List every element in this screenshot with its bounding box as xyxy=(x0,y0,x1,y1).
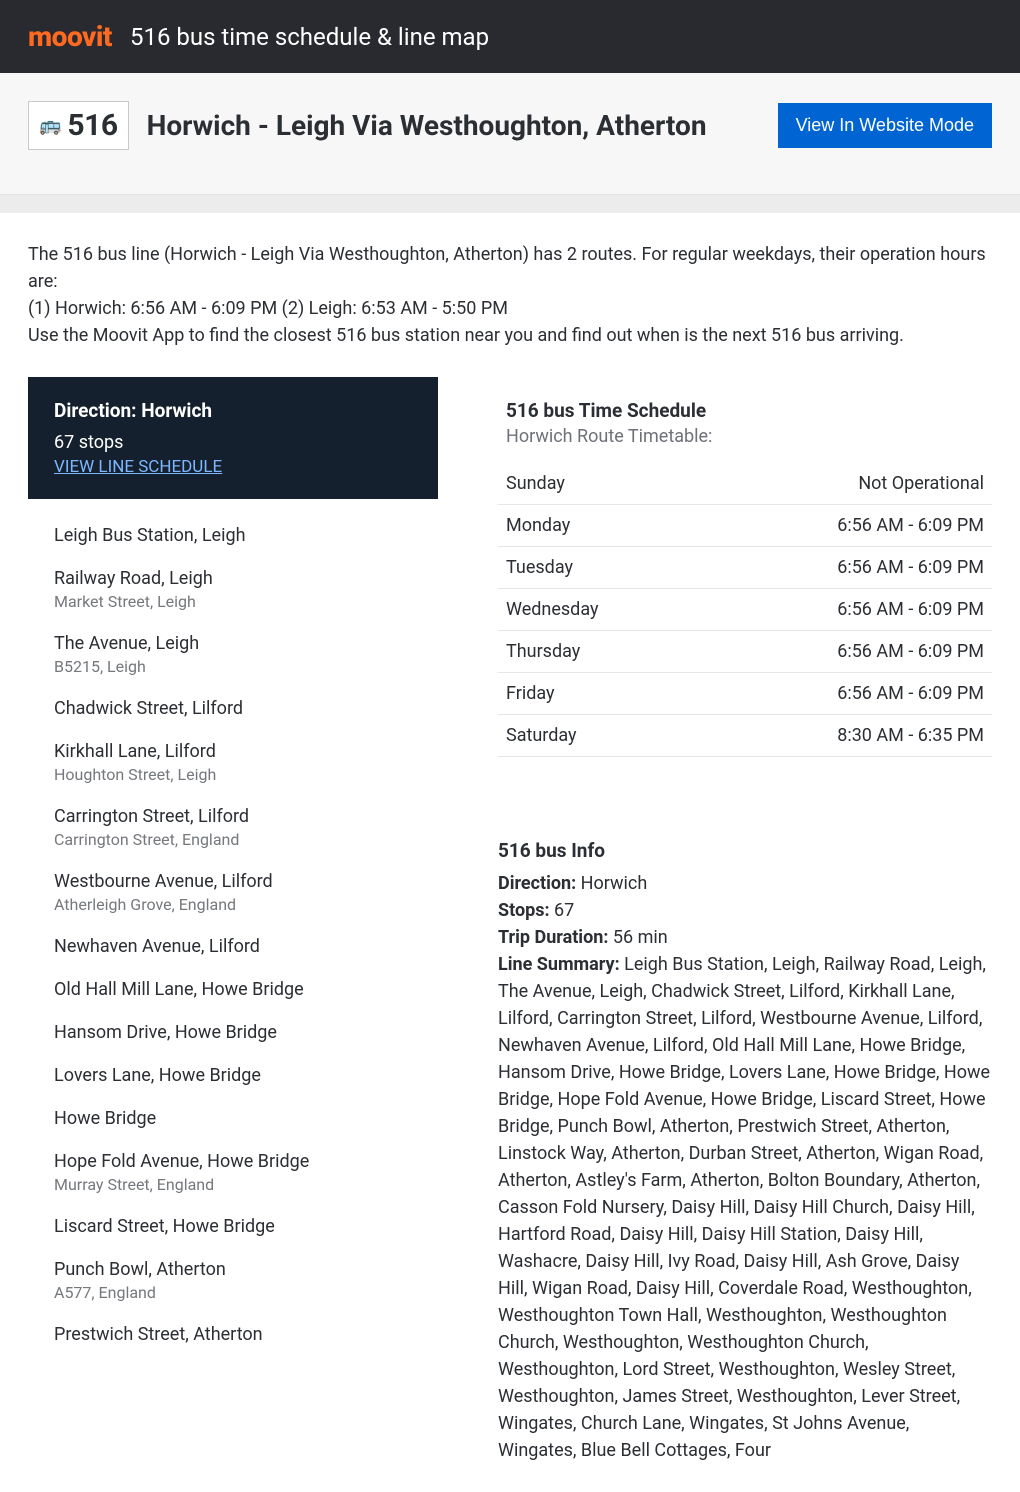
stop-item: Newhaven Avenue, Lilford xyxy=(54,936,412,957)
view-line-schedule-link[interactable]: VIEW LINE SCHEDULE xyxy=(54,457,222,477)
stop-item: Hansom Drive, Howe Bridge xyxy=(54,1022,412,1043)
schedule-hours: 6:56 AM - 6:09 PM xyxy=(696,547,992,589)
stop-name: Liscard Street, Howe Bridge xyxy=(54,1216,412,1237)
stop-item: Hope Fold Avenue, Howe Bridge Murray Stre… xyxy=(54,1151,412,1194)
stop-name: The Avenue, Leigh xyxy=(54,633,412,654)
content-columns: Direction: Horwich 67 stops VIEW LINE SC… xyxy=(0,377,1020,1492)
stop-item: Leigh Bus Station, Leigh xyxy=(54,525,412,546)
direction-title: Direction: Horwich xyxy=(54,399,412,422)
topbar: moovit 516 bus time schedule & line map xyxy=(0,0,1020,73)
schedule-title: 516 bus Time Schedule xyxy=(498,399,992,422)
direction-stop-count: 67 stops xyxy=(54,432,412,453)
bus-info-card: 516 bus Info Direction: Horwich Stops: 6… xyxy=(498,839,992,1464)
stop-name: Carrington Street, Lilford xyxy=(54,806,412,827)
schedule-card: 516 bus Time Schedule Horwich Route Time… xyxy=(498,377,992,779)
table-row: Tuesday6:56 AM - 6:09 PM xyxy=(498,547,992,589)
stop-sub: Murray Street, England xyxy=(54,1175,412,1194)
schedule-hours: 8:30 AM - 6:35 PM xyxy=(696,715,992,757)
table-row: Friday6:56 AM - 6:09 PM xyxy=(498,673,992,715)
stop-sub: Carrington Street, England xyxy=(54,830,412,849)
stop-name: Kirkhall Lane, Lilford xyxy=(54,741,412,762)
stop-name: Leigh Bus Station, Leigh xyxy=(54,525,412,546)
info-direction-label: Direction: xyxy=(498,873,576,894)
right-column: 516 bus Time Schedule Horwich Route Time… xyxy=(498,377,992,1464)
table-row: Monday6:56 AM - 6:09 PM xyxy=(498,505,992,547)
table-row: Thursday6:56 AM - 6:09 PM xyxy=(498,631,992,673)
stop-item: Lovers Lane, Howe Bridge xyxy=(54,1065,412,1086)
info-stops: Stops: 67 xyxy=(498,897,992,924)
schedule-hours: 6:56 AM - 6:09 PM xyxy=(696,505,992,547)
info-summary-label: Line Summary: xyxy=(498,954,620,975)
stop-item: Liscard Street, Howe Bridge xyxy=(54,1216,412,1237)
info-direction-value: Horwich xyxy=(576,873,647,894)
info-direction: Direction: Horwich xyxy=(498,870,992,897)
hero-left: 🚌 516 Horwich - Leigh Via Westhoughton, … xyxy=(28,101,707,150)
stop-name: Newhaven Avenue, Lilford xyxy=(54,936,412,957)
stop-item: The Avenue, Leigh B5215, Leigh xyxy=(54,633,412,676)
schedule-hours: Not Operational xyxy=(696,463,992,505)
schedule-subtitle: Horwich Route Timetable: xyxy=(498,426,992,447)
stop-name: Howe Bridge xyxy=(54,1108,412,1129)
stop-name: Chadwick Street, Lilford xyxy=(54,698,412,719)
stop-item: Prestwich Street, Atherton xyxy=(54,1324,412,1345)
schedule-day: Sunday xyxy=(498,463,696,505)
info-duration-value: 56 min xyxy=(608,927,667,948)
view-website-mode-button[interactable]: View In Website Mode xyxy=(778,103,992,148)
left-column: Direction: Horwich 67 stops VIEW LINE SC… xyxy=(28,377,438,1464)
info-duration: Trip Duration: 56 min xyxy=(498,924,992,951)
stop-name: Westbourne Avenue, Lilford xyxy=(54,871,412,892)
stop-sub: Atherleigh Grove, England xyxy=(54,895,412,914)
info-stops-value: 67 xyxy=(550,900,575,921)
stop-name: Prestwich Street, Atherton xyxy=(54,1324,412,1345)
bus-icon: 🚌 xyxy=(39,115,61,136)
stop-name: Punch Bowl, Atherton xyxy=(54,1259,412,1280)
brand-logo[interactable]: moovit xyxy=(28,20,112,53)
stop-item: Punch Bowl, Atherton A577, England xyxy=(54,1259,412,1302)
intro-paragraph: The 516 bus line (Horwich - Leigh Via We… xyxy=(28,241,992,349)
table-row: Saturday8:30 AM - 6:35 PM xyxy=(498,715,992,757)
stop-item: Kirkhall Lane, Lilford Houghton Street, L… xyxy=(54,741,412,784)
info-duration-label: Trip Duration: xyxy=(498,927,608,948)
direction-card: Direction: Horwich 67 stops VIEW LINE SC… xyxy=(28,377,438,499)
info-summary: Line Summary: Leigh Bus Station, Leigh, … xyxy=(498,951,992,1464)
table-row: SundayNot Operational xyxy=(498,463,992,505)
route-number: 516 xyxy=(67,108,117,143)
stop-name: Lovers Lane, Howe Bridge xyxy=(54,1065,412,1086)
stop-name: Old Hall Mill Lane, Howe Bridge xyxy=(54,979,412,1000)
stops-list: Leigh Bus Station, Leigh Railway Road, Le… xyxy=(28,499,438,1393)
stop-sub: Market Street, Leigh xyxy=(54,592,412,611)
schedule-day: Saturday xyxy=(498,715,696,757)
stop-name: Hope Fold Avenue, Howe Bridge xyxy=(54,1151,412,1172)
schedule-day: Friday xyxy=(498,673,696,715)
stop-sub: Houghton Street, Leigh xyxy=(54,765,412,784)
bus-info-title: 516 bus Info xyxy=(498,839,992,862)
stop-item: Howe Bridge xyxy=(54,1108,412,1129)
stop-sub: B5215, Leigh xyxy=(54,657,412,676)
hero: 🚌 516 Horwich - Leigh Via Westhoughton, … xyxy=(0,73,1020,195)
stop-item: Chadwick Street, Lilford xyxy=(54,698,412,719)
schedule-hours: 6:56 AM - 6:09 PM xyxy=(696,631,992,673)
schedule-hours: 6:56 AM - 6:09 PM xyxy=(696,673,992,715)
schedule-table: SundayNot OperationalMonday6:56 AM - 6:0… xyxy=(498,463,992,757)
stop-item: Old Hall Mill Lane, Howe Bridge xyxy=(54,979,412,1000)
stop-item: Carrington Street, Lilford Carrington Str… xyxy=(54,806,412,849)
stop-name: Hansom Drive, Howe Bridge xyxy=(54,1022,412,1043)
page-title: 516 bus time schedule & line map xyxy=(130,23,489,51)
schedule-hours: 6:56 AM - 6:09 PM xyxy=(696,589,992,631)
info-summary-value: Leigh Bus Station, Leigh, Railway Road, … xyxy=(498,954,990,1461)
schedule-day: Tuesday xyxy=(498,547,696,589)
intro-text: The 516 bus line (Horwich - Leigh Via We… xyxy=(0,213,1020,377)
schedule-day: Thursday xyxy=(498,631,696,673)
route-title: Horwich - Leigh Via Westhoughton, Athert… xyxy=(147,109,707,142)
stop-name: Railway Road, Leigh xyxy=(54,568,412,589)
divider-strip xyxy=(0,195,1020,213)
schedule-day: Monday xyxy=(498,505,696,547)
route-badge: 🚌 516 xyxy=(28,101,129,150)
stop-item: Railway Road, Leigh Market Street, Leigh xyxy=(54,568,412,611)
stop-sub: A577, England xyxy=(54,1283,412,1302)
stop-item: Westbourne Avenue, Lilford Atherleigh Gro… xyxy=(54,871,412,914)
table-row: Wednesday6:56 AM - 6:09 PM xyxy=(498,589,992,631)
schedule-day: Wednesday xyxy=(498,589,696,631)
info-stops-label: Stops: xyxy=(498,900,550,921)
